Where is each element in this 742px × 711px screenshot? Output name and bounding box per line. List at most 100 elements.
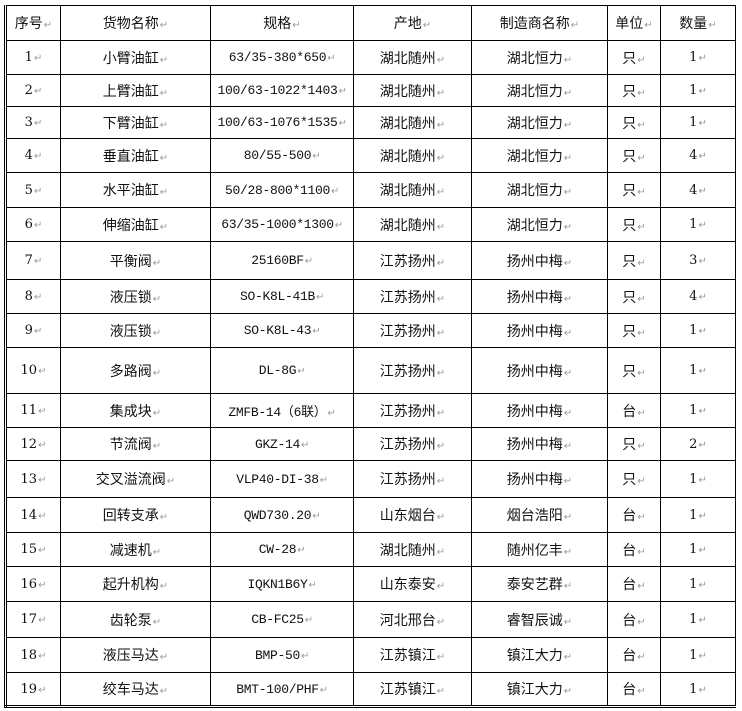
table-row: 12节流阀GKZ-14江苏扬州扬州中梅只2: [5, 427, 736, 461]
cell-unit: 只: [607, 241, 661, 280]
cell-quantity: 4: [660, 279, 736, 314]
cell-origin: 江苏镇江: [353, 637, 472, 673]
cell-origin: 江苏扬州: [353, 279, 472, 314]
cell-spec: IQKN1B6Y: [210, 566, 354, 602]
table-row: 2上臂油缸100/63-1022*1403湖北随州湖北恒力只1: [5, 74, 736, 107]
cell-index: 17: [5, 601, 61, 638]
cell-origin: 湖北随州: [353, 74, 472, 107]
cell-spec: CB-FC25: [210, 601, 354, 638]
table-row: 4垂直油缸80/55-500湖北随州湖北恒力只4: [5, 138, 736, 173]
cell-spec: DL-8G: [210, 347, 354, 394]
cell-index: 4: [5, 138, 61, 173]
cell-manufacturer: 烟台浩阳: [471, 497, 608, 533]
cell-spec: 100/63-1022*1403: [210, 74, 354, 107]
header-unit: 单位: [607, 5, 661, 41]
cell-goods-name: 起升机构: [60, 566, 211, 602]
cell-index: 10: [5, 347, 61, 394]
cell-unit: 只: [607, 279, 661, 314]
cell-goods-name: 交叉溢流阀: [60, 460, 211, 498]
cell-manufacturer: 随州亿丰: [471, 532, 608, 567]
cell-quantity: 1: [660, 601, 736, 638]
table-row: 3下臂油缸100/63-1076*1535湖北随州湖北恒力只1: [5, 106, 736, 139]
header-manufacturer: 制造商名称: [471, 5, 608, 41]
cell-quantity: 1: [660, 497, 736, 533]
cell-quantity: 1: [660, 207, 736, 242]
table-row: 8液压锁SO-K8L-41B江苏扬州扬州中梅只4: [5, 279, 736, 314]
cell-manufacturer: 扬州中梅: [471, 347, 608, 394]
cell-unit: 台: [607, 637, 661, 673]
table-row: 9液压锁SO-K8L-43江苏扬州扬州中梅只1: [5, 313, 736, 348]
cell-quantity: 3: [660, 241, 736, 280]
cell-origin: 湖北随州: [353, 40, 472, 75]
cell-origin: 江苏扬州: [353, 313, 472, 348]
cell-index: 12: [5, 427, 61, 461]
cell-origin: 河北邢台: [353, 601, 472, 638]
cell-manufacturer: 湖北恒力: [471, 40, 608, 75]
table-row: 13交叉溢流阀VLP40-DI-38江苏扬州扬州中梅只1: [5, 460, 736, 498]
table-row: 18液压马达BMP-50江苏镇江镇江大力台1: [5, 637, 736, 673]
cell-manufacturer: 湖北恒力: [471, 172, 608, 208]
cell-quantity: 1: [660, 460, 736, 498]
cell-goods-name: 集成块: [60, 393, 211, 428]
cell-index: 11: [5, 393, 61, 428]
cell-index: 3: [5, 106, 61, 139]
cell-goods-name: 回转支承: [60, 497, 211, 533]
cell-unit: 只: [607, 138, 661, 173]
cell-spec: SO-K8L-43: [210, 313, 354, 348]
cell-quantity: 1: [660, 106, 736, 139]
cell-unit: 只: [607, 172, 661, 208]
cell-unit: 台: [607, 393, 661, 428]
cell-quantity: 1: [660, 566, 736, 602]
table-row: 16起升机构IQKN1B6Y山东泰安泰安艺群台1: [5, 566, 736, 602]
cell-spec: 50/28-800*1100: [210, 172, 354, 208]
cell-manufacturer: 湖北恒力: [471, 74, 608, 107]
cell-manufacturer: 镇江大力: [471, 637, 608, 673]
cell-goods-name: 绞车马达: [60, 672, 211, 707]
cell-unit: 只: [607, 74, 661, 107]
cell-origin: 江苏扬州: [353, 460, 472, 498]
cell-quantity: 1: [660, 637, 736, 673]
cell-index: 15: [5, 532, 61, 567]
table-row: 19绞车马达BMT-100/PHF江苏镇江镇江大力台1: [5, 672, 736, 707]
table-row: 15减速机CW-28湖北随州随州亿丰台1: [5, 532, 736, 567]
cell-index: 1: [5, 40, 61, 75]
cell-spec: 63/35-1000*1300: [210, 207, 354, 242]
cell-index: 6: [5, 207, 61, 242]
cell-unit: 只: [607, 40, 661, 75]
cell-goods-name: 伸缩油缸: [60, 207, 211, 242]
cell-origin: 湖北随州: [353, 172, 472, 208]
cell-spec: GKZ-14: [210, 427, 354, 461]
cell-manufacturer: 扬州中梅: [471, 279, 608, 314]
cell-manufacturer: 扬州中梅: [471, 313, 608, 348]
cell-goods-name: 液压锁: [60, 279, 211, 314]
header-goods-name: 货物名称: [60, 5, 211, 41]
cell-goods-name: 下臂油缸: [60, 106, 211, 139]
cell-unit: 只: [607, 207, 661, 242]
cell-goods-name: 液压锁: [60, 313, 211, 348]
cell-index: 9: [5, 313, 61, 348]
table-row: 7平衡阀25160BF江苏扬州扬州中梅只3: [5, 241, 736, 280]
cell-quantity: 1: [660, 532, 736, 567]
cell-unit: 台: [607, 497, 661, 533]
table-row: 6伸缩油缸63/35-1000*1300湖北随州湖北恒力只1: [5, 207, 736, 242]
table-row: 17齿轮泵CB-FC25河北邢台睿智辰诚台1: [5, 601, 736, 638]
cell-manufacturer: 湖北恒力: [471, 106, 608, 139]
cell-unit: 只: [607, 313, 661, 348]
cell-spec: QWD730.20: [210, 497, 354, 533]
cell-spec: 80/55-500: [210, 138, 354, 173]
cell-goods-name: 减速机: [60, 532, 211, 567]
cell-index: 14: [5, 497, 61, 533]
cell-manufacturer: 扬州中梅: [471, 393, 608, 428]
cell-quantity: 4: [660, 172, 736, 208]
header-index: 序号: [5, 5, 61, 41]
cell-goods-name: 节流阀: [60, 427, 211, 461]
cell-unit: 只: [607, 427, 661, 461]
cell-quantity: 1: [660, 393, 736, 428]
cell-unit: 台: [607, 566, 661, 602]
cell-manufacturer: 泰安艺群: [471, 566, 608, 602]
cell-index: 13: [5, 460, 61, 498]
cell-manufacturer: 扬州中梅: [471, 460, 608, 498]
cell-unit: 台: [607, 532, 661, 567]
cell-goods-name: 多路阀: [60, 347, 211, 394]
cell-quantity: 1: [660, 313, 736, 348]
